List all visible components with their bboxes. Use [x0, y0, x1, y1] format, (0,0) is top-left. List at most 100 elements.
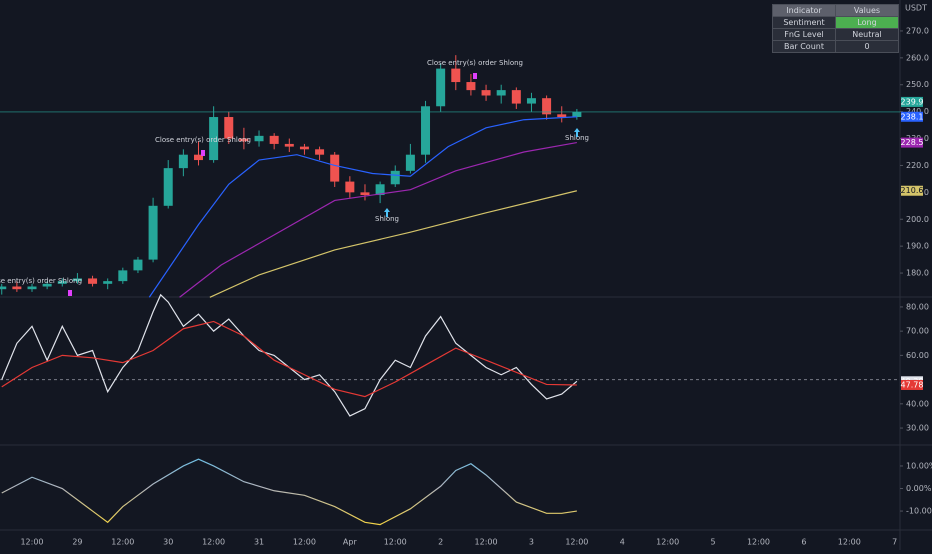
y-tick-label: 70.00	[906, 327, 929, 336]
table-cell: 0	[835, 40, 899, 53]
candle-body	[375, 184, 385, 196]
candle-body	[572, 111, 582, 118]
exit-marker	[201, 150, 205, 156]
y-tick-label: 240.0	[906, 107, 929, 116]
last-value-box	[901, 96, 923, 107]
candle-body	[193, 154, 203, 161]
candle-body	[451, 68, 461, 83]
candle-body	[178, 154, 188, 169]
line	[209, 190, 578, 298]
candle-body	[360, 192, 370, 196]
candle-body	[315, 149, 325, 155]
x-tick-label: 12:00	[20, 538, 43, 547]
x-tick-label: 6	[801, 538, 806, 547]
candle-body	[12, 286, 22, 290]
x-tick-label: 5	[711, 538, 716, 547]
table-cell: Long	[835, 16, 899, 29]
candle-body	[542, 98, 552, 115]
line	[179, 141, 577, 298]
last-value-label: 47.78	[901, 380, 924, 389]
annotation: Close entry(s) order Shlong	[427, 59, 523, 67]
x-tick-label: 12:00	[384, 538, 407, 547]
y-tick-label: 60.00	[906, 351, 929, 360]
x-tick-label: 7	[892, 538, 897, 547]
x-tick-label: 31	[254, 538, 264, 547]
last-value-box	[901, 379, 923, 390]
x-tick-label: 12:00	[111, 538, 134, 547]
candle-body	[284, 143, 294, 147]
x-tick-label: 2	[438, 538, 443, 547]
candle-body	[103, 281, 113, 284]
candle-body	[133, 259, 143, 271]
y-tick-label: 0.00%	[906, 484, 932, 493]
y-tick-label: 80.00	[906, 302, 929, 311]
candle-body	[27, 286, 37, 290]
x-tick-label: 12:00	[565, 538, 588, 547]
annotation: Shlong	[565, 134, 589, 142]
candle-body	[269, 135, 279, 144]
x-tick-label: 12:00	[293, 538, 316, 547]
candle-body	[421, 106, 431, 155]
candle-body	[57, 281, 67, 284]
table-cell: Neutral	[835, 28, 899, 41]
x-tick-label: 12:00	[202, 538, 225, 547]
candle-body	[42, 283, 52, 287]
table-header: Indicator	[772, 4, 836, 17]
candle-body	[88, 278, 98, 284]
candle-body	[330, 154, 340, 182]
candle-body	[481, 90, 491, 96]
candle-body	[118, 270, 128, 282]
candle-body	[557, 114, 567, 118]
candle-body	[526, 98, 536, 104]
y-tick-label: 10.00%	[906, 461, 932, 470]
last-value-box	[901, 137, 923, 148]
table-header: Values	[835, 4, 899, 17]
y-tick-label: -10.00%	[906, 507, 932, 516]
x-tick-label: 12:00	[656, 538, 679, 547]
line	[1, 293, 578, 417]
candle-body	[209, 117, 219, 161]
candle-body	[163, 168, 173, 206]
last-value-label: 239.9	[901, 97, 924, 106]
candle-body	[239, 138, 249, 142]
annotation: Close entry(s) order Shlong	[155, 136, 251, 144]
annotation: Close entry(s) order Shlong	[0, 277, 82, 285]
candle-body	[436, 68, 446, 107]
candle-body	[224, 117, 234, 139]
candle-body	[299, 146, 309, 150]
table-cell: Sentiment	[772, 16, 836, 29]
x-tick-label: 4	[620, 538, 625, 547]
y-tick-label: 190.0	[906, 242, 929, 251]
exit-marker	[473, 73, 477, 79]
y-tick-label: 200.0	[906, 215, 929, 224]
candle-body	[511, 90, 521, 104]
last-value-label: 210.6	[901, 186, 924, 195]
candle-body	[254, 135, 264, 142]
x-tick-label: 30	[163, 538, 173, 547]
exit-marker	[68, 290, 72, 296]
line	[1, 320, 577, 398]
indicator-table: Indicator Values Sentiment Long FnG Level N…	[772, 4, 899, 53]
y-tick-label: 180.0	[906, 269, 929, 278]
candle-body	[72, 278, 82, 282]
line	[1, 458, 577, 526]
candle-body	[0, 286, 7, 290]
last-value-label: 228.5	[901, 138, 924, 147]
table-cell: FnG Level	[772, 28, 836, 41]
candle-body	[345, 181, 355, 193]
last-value-label: 238.1	[901, 112, 924, 121]
candle-body	[148, 205, 158, 260]
y-tick-label: 260.0	[906, 53, 929, 62]
x-tick-label: 29	[72, 538, 82, 547]
y-tick-label: 30.00	[906, 424, 929, 433]
x-tick-label: 12:00	[747, 538, 770, 547]
entry-arrow	[384, 208, 390, 217]
y-tick-label: 250.0	[906, 80, 929, 89]
y-tick-label: 270.0	[906, 26, 929, 35]
last-value-box	[901, 185, 923, 196]
entry-arrow	[574, 128, 580, 137]
line	[148, 116, 577, 298]
x-tick-label: 3	[529, 538, 534, 547]
table-cell: Bar Count	[772, 40, 836, 53]
